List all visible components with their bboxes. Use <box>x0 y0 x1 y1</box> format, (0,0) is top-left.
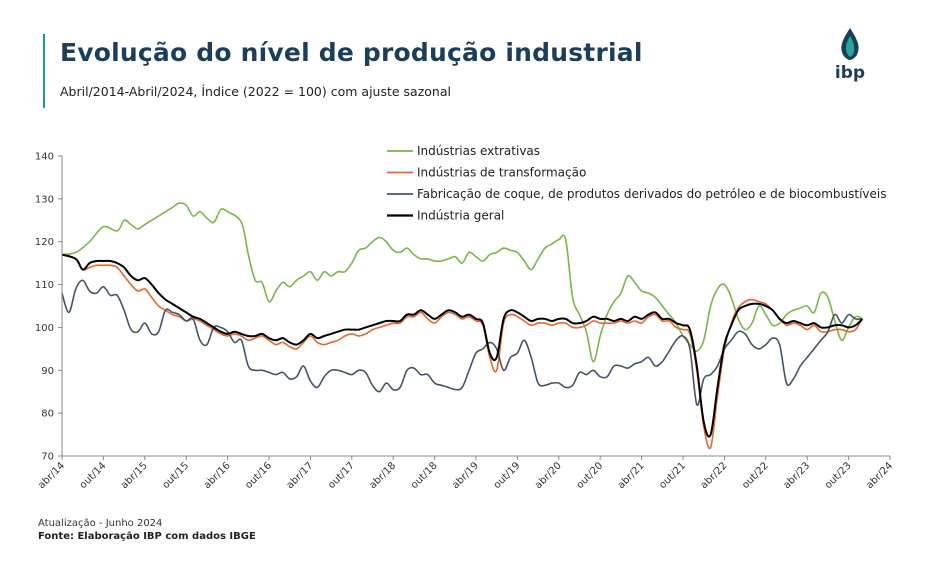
y-tick-label: 110 <box>35 280 54 291</box>
chart-legend: Indústrias extrativas Indústrias de trans… <box>387 144 887 223</box>
x-tick-label: out/19 <box>492 460 523 491</box>
x-tick-label: out/18 <box>409 460 440 491</box>
logo-drop-inner <box>846 36 855 57</box>
y-axis-ticks: 70 80 90 100 110 120 130 140 <box>35 152 62 463</box>
legend-industria-geral-label: Indústria geral <box>417 209 504 223</box>
x-tick-label: out/22 <box>740 460 771 491</box>
y-tick-label: 120 <box>35 237 54 248</box>
x-tick-label: abr/19 <box>450 460 481 491</box>
y-tick-label: 70 <box>41 452 54 463</box>
series-coque-petroleo <box>61 279 863 406</box>
x-tick-label: out/14 <box>78 460 109 491</box>
ibp-logo: ibp <box>835 28 865 82</box>
update-note: Atualização - Junho 2024 <box>38 518 163 529</box>
x-tick-label: abr/15 <box>119 460 150 491</box>
plot-series <box>61 202 864 450</box>
y-tick-label: 130 <box>35 194 54 205</box>
x-tick-label: abr/16 <box>202 460 233 491</box>
y-tick-label: 90 <box>41 366 54 377</box>
y-tick-label: 140 <box>35 152 54 163</box>
series-industria-geral <box>61 253 864 438</box>
x-tick-label: abr/17 <box>285 460 316 491</box>
x-tick-label: abr/21 <box>616 460 647 491</box>
x-tick-label: out/15 <box>161 460 192 491</box>
x-axis-ticks: abr/14 out/14 abr/15 out/15 abr/16 out/16 abr/… <box>36 456 895 491</box>
logo-text: ibp <box>835 63 865 82</box>
x-tick-label: abr/20 <box>533 460 564 491</box>
x-tick-label: abr/23 <box>781 460 812 491</box>
y-tick-label: 100 <box>35 323 54 334</box>
x-tick-label: out/20 <box>575 460 606 491</box>
x-tick-label: abr/18 <box>367 460 398 491</box>
x-tick-label: abr/24 <box>864 460 895 491</box>
series-transformacao <box>61 253 864 450</box>
title-accent-bar <box>43 34 45 108</box>
x-tick-label: abr/22 <box>699 460 730 491</box>
y-tick-label: 80 <box>41 409 54 420</box>
x-tick-label: out/16 <box>243 460 274 491</box>
x-tick-label: out/17 <box>326 460 357 491</box>
page-subtitle: Abril/2014-Abril/2024, Índice (2022 = 10… <box>60 84 451 99</box>
x-tick-label: out/23 <box>823 460 854 491</box>
legend-transformacao-label: Indústrias de transformação <box>417 166 586 180</box>
x-tick-label: out/21 <box>657 460 688 491</box>
source-note: Fonte: Elaboração IBP com dados IBGE <box>38 531 256 542</box>
legend-extrativas-label: Indústrias extrativas <box>417 144 540 158</box>
page-title: Evolução do nível de produção industrial <box>60 38 643 67</box>
legend-coque-petroleo-label: Fabricação de coque, de produtos derivad… <box>417 187 887 201</box>
x-tick-label: abr/14 <box>36 460 67 491</box>
series-extrativas <box>61 202 863 363</box>
